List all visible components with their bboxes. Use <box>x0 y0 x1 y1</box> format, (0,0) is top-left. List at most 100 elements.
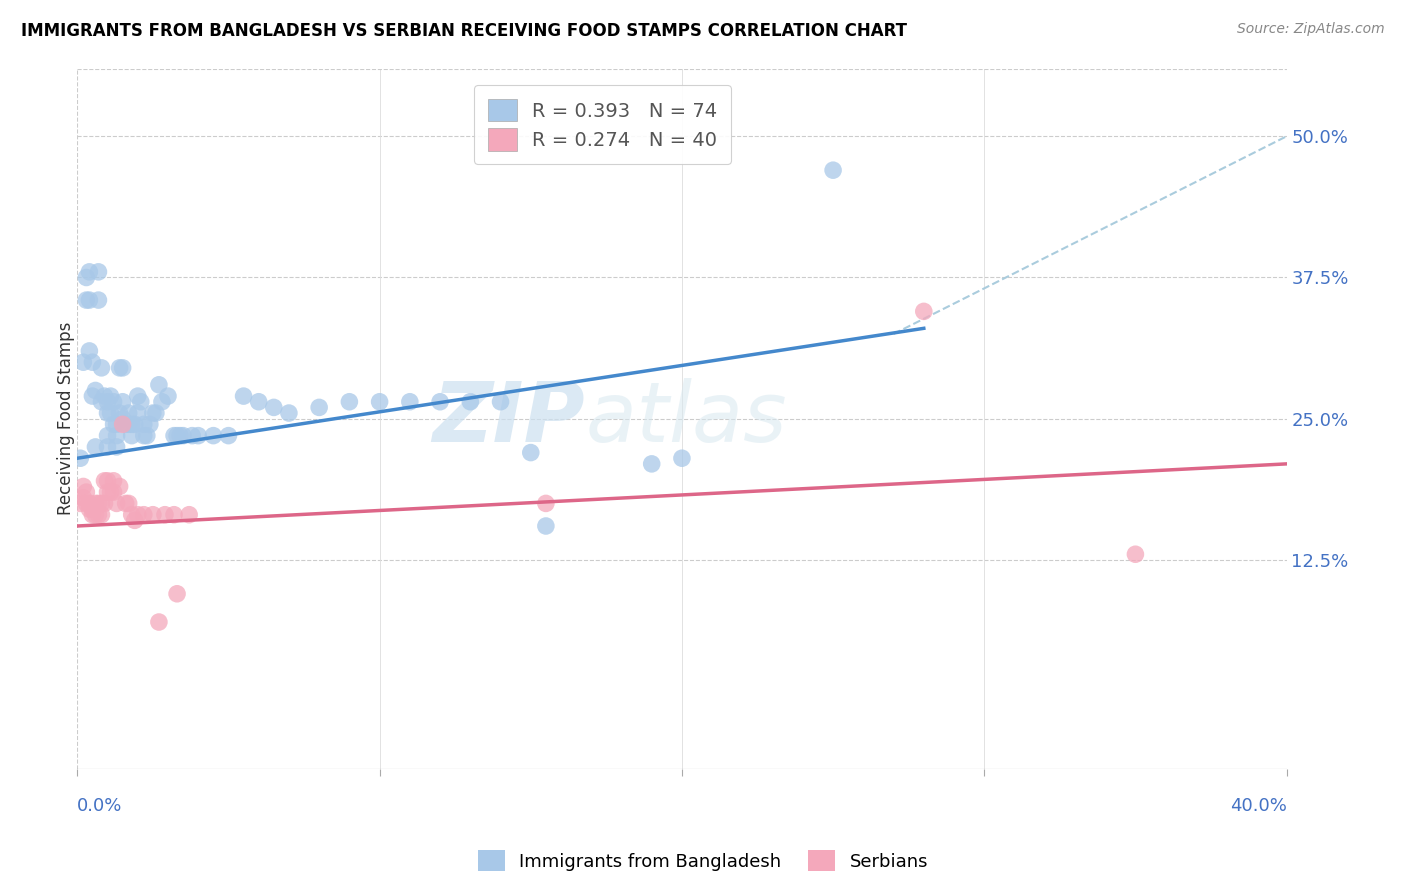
Point <box>118 496 141 510</box>
Text: atlas: atlas <box>585 378 787 459</box>
Point <box>105 440 128 454</box>
Point <box>127 508 149 522</box>
Point <box>90 360 112 375</box>
Point <box>121 428 143 442</box>
Point <box>163 508 186 522</box>
Point <box>108 479 131 493</box>
Point <box>127 389 149 403</box>
Point <box>84 508 107 522</box>
Point <box>124 513 146 527</box>
Point <box>912 304 935 318</box>
Point <box>217 428 239 442</box>
Point <box>96 485 118 500</box>
Point <box>111 394 134 409</box>
Point <box>84 440 107 454</box>
Point <box>142 508 165 522</box>
Point <box>79 502 101 516</box>
Point <box>87 293 110 307</box>
Point <box>105 496 128 510</box>
Point <box>118 417 141 432</box>
Point <box>111 360 134 375</box>
Point <box>103 485 125 500</box>
Point <box>166 587 188 601</box>
Point <box>93 389 115 403</box>
Point <box>671 451 693 466</box>
Point <box>132 508 155 522</box>
Point <box>169 428 191 442</box>
Point <box>127 406 149 420</box>
Point <box>100 485 122 500</box>
Point <box>84 384 107 398</box>
Point <box>277 406 299 420</box>
Point <box>139 417 162 432</box>
Point <box>108 360 131 375</box>
Point <box>534 496 557 510</box>
Point <box>82 389 104 403</box>
Point <box>124 417 146 432</box>
Point <box>111 417 134 432</box>
Point <box>489 394 512 409</box>
Point <box>148 377 170 392</box>
Point <box>96 440 118 454</box>
Point <box>69 496 91 510</box>
Point <box>368 394 391 409</box>
Point <box>308 401 330 415</box>
Point <box>179 508 201 522</box>
Point <box>87 265 110 279</box>
Point <box>93 496 115 510</box>
Point <box>96 394 118 409</box>
Point <box>641 457 664 471</box>
Point <box>75 485 97 500</box>
Legend: Immigrants from Bangladesh, Serbians: Immigrants from Bangladesh, Serbians <box>471 843 935 879</box>
Point <box>460 394 482 409</box>
Point <box>100 389 122 403</box>
Text: 40.0%: 40.0% <box>1230 797 1286 815</box>
Point <box>163 428 186 442</box>
Point <box>79 293 101 307</box>
Point <box>232 389 254 403</box>
Point <box>105 417 128 432</box>
Point <box>82 355 104 369</box>
Point <box>172 428 194 442</box>
Point <box>96 406 118 420</box>
Point <box>82 502 104 516</box>
Text: IMMIGRANTS FROM BANGLADESH VS SERBIAN RECEIVING FOOD STAMPS CORRELATION CHART: IMMIGRANTS FROM BANGLADESH VS SERBIAN RE… <box>21 22 907 40</box>
Point <box>187 428 209 442</box>
Point <box>118 406 141 420</box>
Point <box>79 496 101 510</box>
Point <box>72 479 94 493</box>
Point <box>202 428 225 442</box>
Point <box>132 417 155 432</box>
Point <box>79 265 101 279</box>
Text: ZIP: ZIP <box>433 378 585 459</box>
Point <box>72 491 94 505</box>
Point <box>93 474 115 488</box>
Point <box>135 428 157 442</box>
Point <box>166 428 188 442</box>
Point <box>90 394 112 409</box>
Point <box>114 496 136 510</box>
Point <box>398 394 420 409</box>
Point <box>75 270 97 285</box>
Point <box>103 474 125 488</box>
Point <box>337 394 360 409</box>
Point <box>72 355 94 369</box>
Point <box>520 445 543 459</box>
Point <box>263 401 285 415</box>
Point <box>534 519 557 533</box>
Point <box>90 508 112 522</box>
Point <box>142 406 165 420</box>
Point <box>87 496 110 510</box>
Point <box>148 615 170 629</box>
Legend: R = 0.393   N = 74, R = 0.274   N = 40: R = 0.393 N = 74, R = 0.274 N = 40 <box>474 86 731 164</box>
Point <box>145 406 167 420</box>
Point <box>132 428 155 442</box>
Point <box>111 411 134 425</box>
Point <box>150 394 173 409</box>
Point <box>69 451 91 466</box>
Point <box>121 508 143 522</box>
Point <box>129 394 152 409</box>
Point <box>96 474 118 488</box>
Point <box>100 406 122 420</box>
Point <box>1125 547 1147 561</box>
